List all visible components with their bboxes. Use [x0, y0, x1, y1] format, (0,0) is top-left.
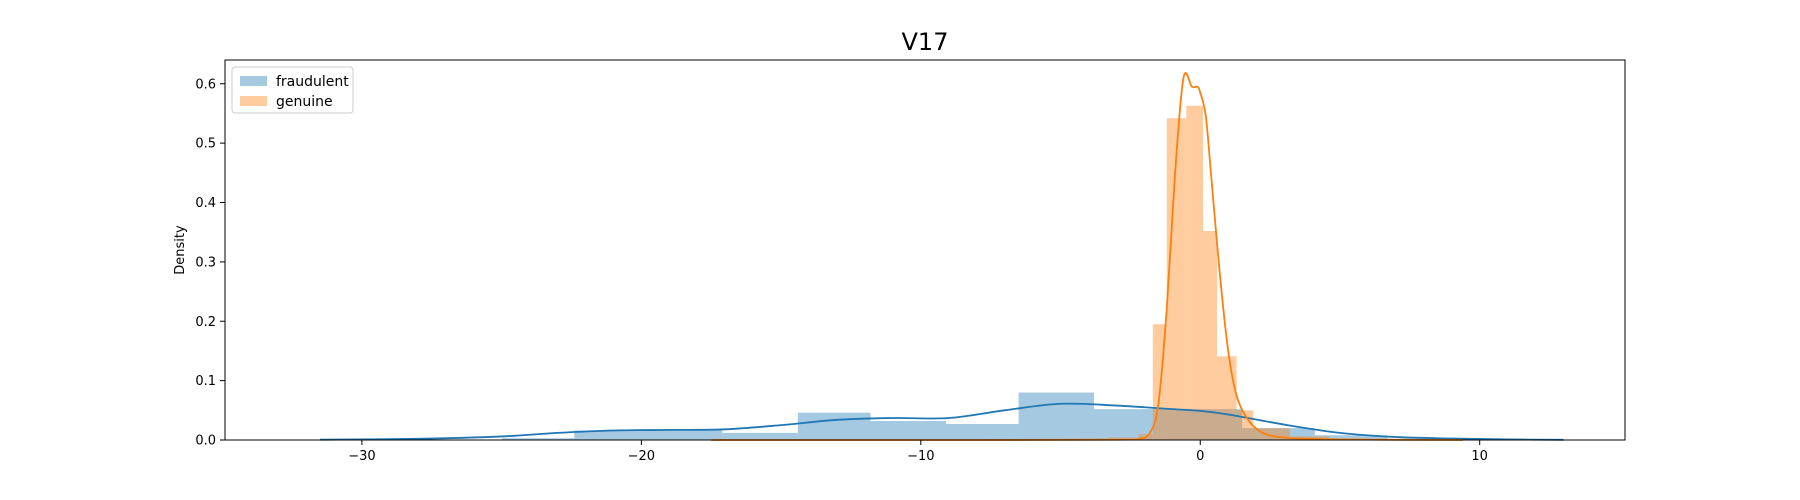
- fraudulent-bar: [722, 432, 798, 440]
- genuine-bar: [1217, 356, 1237, 440]
- genuine-histogram: [1046, 105, 1463, 440]
- fraudulent-legend-swatch: [240, 76, 267, 86]
- x-tick-label: −10: [907, 449, 934, 464]
- genuine-bar: [1166, 118, 1187, 440]
- y-tick-label: 0.6: [195, 77, 216, 92]
- fraudulent-histogram: [501, 392, 1461, 440]
- fraudulent-bar: [1242, 428, 1315, 440]
- fraudulent-bar: [1018, 392, 1095, 440]
- genuine-kde-line: [711, 72, 1463, 441]
- x-tick-label: 0: [1196, 449, 1204, 464]
- chart-title: V17: [902, 28, 949, 56]
- fraudulent-bar: [574, 430, 723, 440]
- x-axis: −30 −20 −10 0 10: [348, 440, 1488, 464]
- fraudulent-bar: [501, 438, 575, 440]
- fraudulent-bar: [945, 423, 1019, 440]
- x-tick-label: −20: [628, 449, 655, 464]
- y-tick-label: 0.4: [195, 196, 216, 211]
- fraudulent-bar: [797, 412, 871, 440]
- y-tick-label: 0.1: [195, 374, 216, 389]
- fraudulent-bar: [1314, 435, 1388, 440]
- fraudulent-kde-line: [320, 402, 1564, 441]
- genuine-legend-swatch: [240, 96, 267, 106]
- axes-frame: [224, 59, 1626, 441]
- legend-box: [231, 66, 354, 114]
- legend: fraudulent genuine: [231, 66, 354, 114]
- genuine-bar: [1253, 428, 1290, 440]
- genuine-bar: [1203, 231, 1218, 440]
- fraudulent-legend-label: fraudulent: [276, 74, 349, 90]
- fraudulent-bar: [870, 421, 946, 440]
- plot-area: [320, 72, 1564, 441]
- y-axis-label: Density: [173, 225, 188, 275]
- y-axis: 0.0 0.1 0.2 0.3 0.4 0.5 0.6: [195, 77, 225, 449]
- x-tick-label: −30: [348, 449, 375, 464]
- x-tick-label: 10: [1471, 449, 1488, 464]
- y-tick-label: 0.0: [195, 434, 216, 449]
- y-tick-label: 0.3: [195, 255, 216, 270]
- genuine-legend-label: genuine: [276, 94, 333, 110]
- y-tick-label: 0.2: [195, 315, 216, 330]
- genuine-bar: [1186, 105, 1204, 440]
- y-tick-label: 0.5: [195, 137, 216, 152]
